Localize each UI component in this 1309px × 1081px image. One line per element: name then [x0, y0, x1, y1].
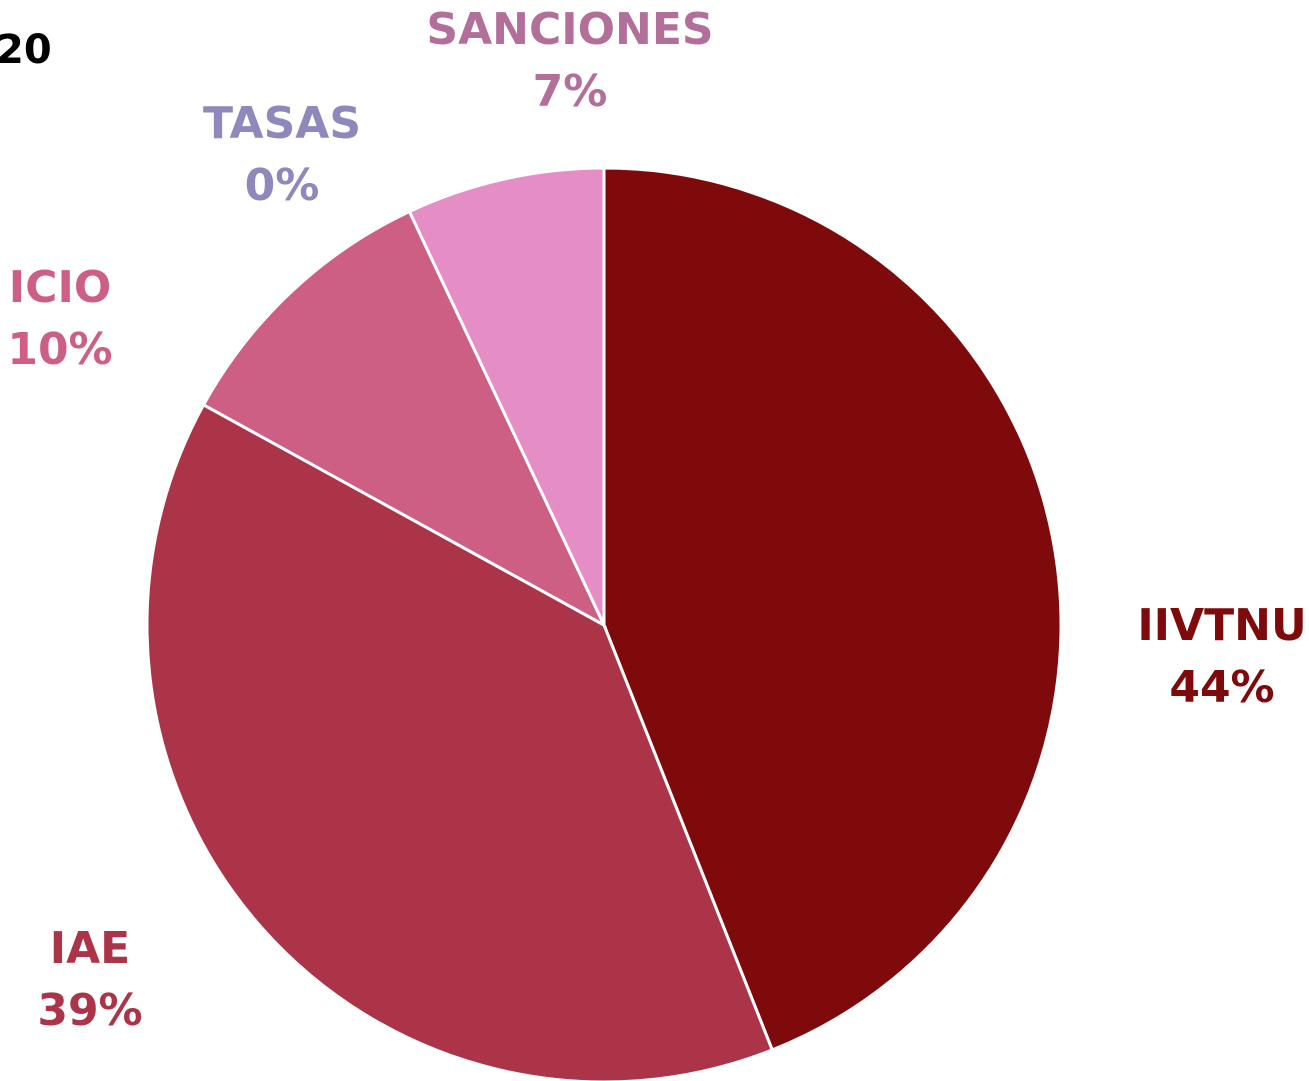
slice-label-sanciones: SANCIONES — [426, 4, 713, 55]
slice-label-iae: IAE — [50, 923, 130, 974]
pie-slices — [145, 166, 1063, 1081]
slice-percent-sanciones: 7% — [533, 66, 608, 117]
slice-label-icio: ICIO — [9, 262, 111, 313]
pie-slice-iivtnu — [602, 166, 1063, 1052]
slice-label-tasas: TASAS — [203, 98, 361, 149]
slice-percent-tasas: 0% — [245, 160, 320, 211]
pie-slice-iae — [145, 402, 775, 1081]
pie-slice-icio — [201, 209, 608, 629]
chart-title-fragment: 20 — [0, 27, 52, 73]
slice-labels: IIVTNU 44% IAE 39% ICIO 10% TASAS 0% SANCIONES 7% — [7, 4, 1306, 1036]
slice-percent-iivtnu: 44% — [1169, 662, 1274, 713]
slice-label-iivtnu: IIVTNU — [1137, 600, 1306, 651]
pie-slice-sanciones — [407, 166, 606, 626]
slice-percent-icio: 10% — [7, 324, 112, 375]
slice-percent-iae: 39% — [37, 985, 142, 1036]
